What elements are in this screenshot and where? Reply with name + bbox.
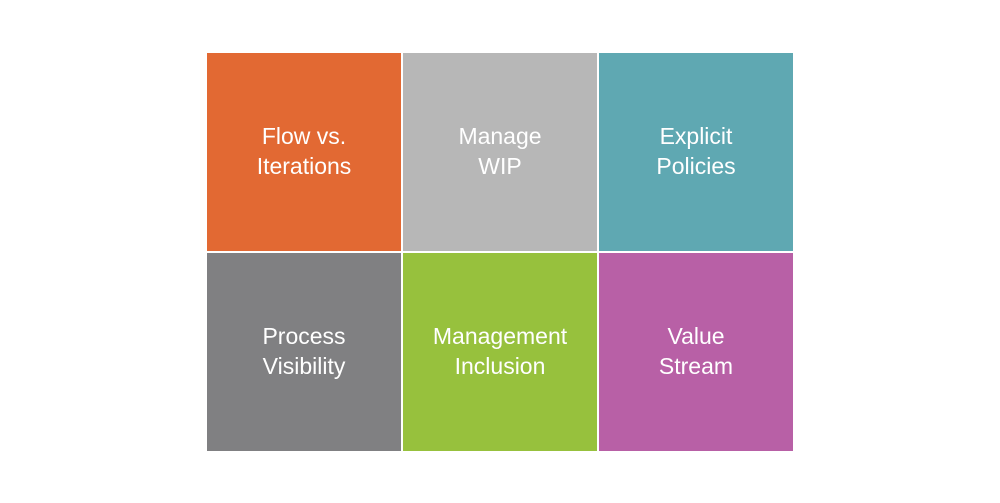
tile-management-inclusion: Management Inclusion (403, 253, 597, 451)
tile-line2: Stream (659, 352, 733, 381)
tile-value-stream: Value Stream (599, 253, 793, 451)
tile-explicit-policies: Explicit Policies (599, 53, 793, 251)
tile-line2: Iterations (257, 152, 352, 181)
tile-flow-vs-iterations: Flow vs. Iterations (207, 53, 401, 251)
tile-line1: Flow vs. (262, 122, 346, 151)
tile-line1: Manage (458, 122, 541, 151)
tile-process-visibility: Process Visibility (207, 253, 401, 451)
tile-grid: Flow vs. Iterations Manage WIP Explicit … (207, 53, 793, 451)
tile-line2: Policies (656, 152, 735, 181)
tile-line2: Inclusion (455, 352, 546, 381)
tile-line2: Visibility (263, 352, 346, 381)
tile-line1: Management (433, 322, 567, 351)
tile-line1: Value (667, 322, 724, 351)
tile-line1: Explicit (660, 122, 733, 151)
tile-line1: Process (262, 322, 345, 351)
tile-line2: WIP (478, 152, 521, 181)
tile-manage-wip: Manage WIP (403, 53, 597, 251)
canvas: Flow vs. Iterations Manage WIP Explicit … (0, 0, 1000, 503)
